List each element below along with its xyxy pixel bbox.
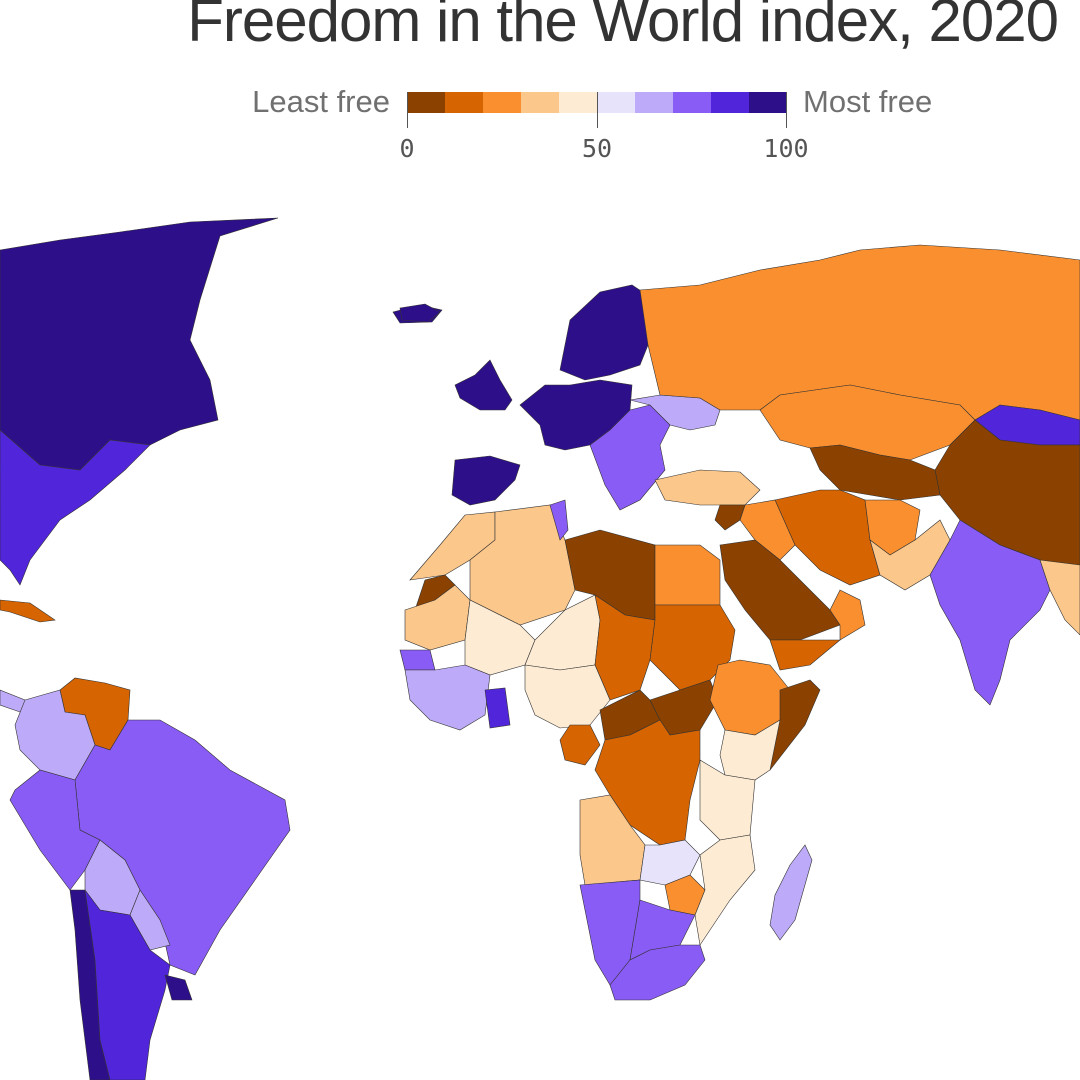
country-tunisia[interactable]: [549, 499, 569, 541]
legend-swatch-7: [673, 92, 711, 113]
country-southeast-asia[interactable]: [1039, 559, 1080, 636]
country-syria[interactable]: [714, 504, 746, 531]
country-turkey[interactable]: [654, 469, 761, 506]
legend-swatch-9: [749, 92, 787, 113]
legend-min-label: Least free: [252, 84, 390, 119]
color-legend: Least free Most free 0 50 100: [0, 0, 1080, 180]
legend-swatch-0: [407, 92, 445, 113]
legend-tick-100: [786, 92, 787, 128]
country-ghana[interactable]: [484, 687, 511, 729]
country-uk-ireland[interactable]: [454, 359, 513, 411]
country-west-africa[interactable]: [404, 664, 491, 731]
country-eastern-europe[interactable]: [589, 404, 671, 511]
country-iberia[interactable]: [451, 455, 521, 506]
legend-tick-label-50: 50: [581, 134, 613, 163]
legend-color-scale: [407, 92, 787, 113]
country-madagascar[interactable]: [769, 844, 813, 941]
country-mozambique[interactable]: [694, 834, 756, 946]
legend-max-label: Most free: [803, 84, 933, 119]
legend-tick-label-0: 0: [399, 134, 415, 163]
country-united-states[interactable]: [0, 429, 151, 586]
country-iceland[interactable]: [399, 303, 441, 323]
country-cameroon[interactable]: [559, 724, 601, 766]
country-oman[interactable]: [829, 589, 866, 641]
country-zambia[interactable]: [639, 839, 701, 886]
country-uruguay[interactable]: [164, 974, 193, 1001]
country-kenya[interactable]: [719, 719, 781, 781]
country-argentina[interactable]: [84, 889, 171, 1080]
legend-tick-50: [597, 92, 598, 128]
legend-tick-0: [407, 92, 408, 128]
legend-swatch-6: [635, 92, 673, 113]
country-canada[interactable]: [0, 217, 279, 471]
country-nigeria[interactable]: [524, 664, 611, 729]
country-central-asia[interactable]: [809, 444, 941, 501]
legend-swatch-8: [711, 92, 749, 113]
legend-tick-label-100: 100: [763, 134, 809, 163]
country-yemen[interactable]: [769, 639, 841, 671]
legend-swatch-3: [521, 92, 559, 113]
country-cuba[interactable]: [0, 599, 56, 623]
country-south-africa[interactable]: [609, 944, 706, 1001]
country-india[interactable]: [929, 519, 1051, 706]
legend-swatch-4: [559, 92, 597, 113]
legend-swatch-5: [597, 92, 635, 113]
country-egypt[interactable]: [654, 544, 721, 606]
country-senegal[interactable]: [399, 649, 436, 671]
country-scandinavia[interactable]: [559, 284, 656, 381]
legend-swatch-1: [445, 92, 483, 113]
legend-swatch-2: [483, 92, 521, 113]
map-title: Freedom in the World index, 2020: [187, 0, 1059, 54]
world-map: [0, 170, 1080, 1080]
